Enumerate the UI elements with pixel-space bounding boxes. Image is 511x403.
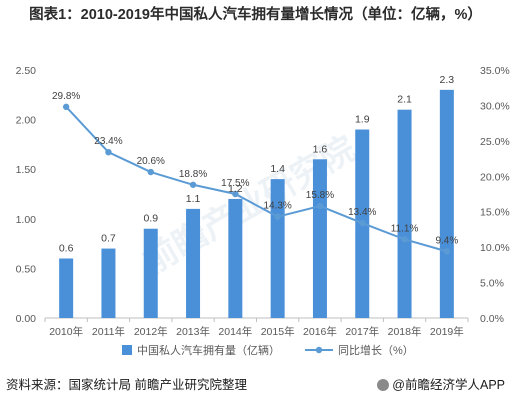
bar-value-label: 1.1 (186, 193, 201, 205)
left-tick-label: 0.50 (16, 263, 37, 275)
right-tick-label: 10.0% (480, 242, 510, 254)
growth-point (232, 190, 239, 198)
watermark: 前瞻产业研究院 (136, 129, 362, 282)
growth-point (274, 213, 281, 220)
left-tick-label: 0.00 (16, 313, 37, 325)
right-tick-label: 5.0% (480, 278, 504, 290)
left-tick-label: 1.00 (16, 214, 37, 226)
x-tick-label: 2016年 (303, 325, 337, 338)
right-tick-label: 15.0% (480, 207, 510, 219)
source-note: 资料来源：国家统计局 前瞻产业研究院整理 (6, 378, 247, 392)
legend: 中国私人汽车拥有量（亿辆） 同比增长（%） (122, 343, 414, 357)
x-tick-label: 2014年 (218, 325, 252, 338)
legend-line-marker (315, 346, 323, 354)
line-value-label: 13.4% (348, 207, 376, 218)
growth-point (105, 148, 112, 156)
growth-point (443, 248, 451, 255)
axes: 0.00 0.50 1.00 1.50 2.00 2.50 0.0% 5.0% 10.0% 15.… (16, 65, 510, 338)
bar (101, 248, 116, 318)
x-tick-label: 2010年 (49, 325, 83, 338)
x-tick-label: 2018年 (388, 325, 422, 338)
line-value-label: 14.3% (263, 201, 291, 212)
bar (312, 159, 327, 318)
line-value-label: 15.8% (306, 190, 334, 201)
left-tick-label: 2.50 (16, 65, 37, 77)
growth-point (316, 202, 324, 210)
bar-value-label: 0.6 (59, 242, 74, 254)
right-tick-label: 25.0% (480, 136, 510, 148)
line-value-label: 18.8% (179, 169, 207, 180)
line-value-label: 23.4% (94, 136, 122, 147)
x-tick-label: 2012年 (134, 325, 168, 338)
bar (439, 89, 454, 318)
bar (59, 258, 74, 318)
bar-value-label: 2.3 (440, 74, 455, 86)
x-tick-label: 2011年 (92, 325, 125, 338)
watermark-text: 前瞻产业研究院 (136, 129, 362, 282)
growth-point (359, 219, 366, 227)
line-value-label: 17.5% (221, 178, 249, 189)
right-tick-label: 35.0% (480, 65, 510, 77)
bar-value-label: 1.2 (228, 183, 243, 195)
credit-note: @前瞻经济学人APP (377, 374, 505, 393)
x-tick-label: 2017年 (345, 325, 379, 338)
line-value-label: 11.1% (391, 223, 419, 234)
app-logo-icon (377, 379, 390, 391)
bar-value-label: 1.4 (270, 163, 285, 175)
x-tick-label: 2013年 (176, 325, 210, 338)
legend-bar-label: 中国私人汽车拥有量（亿辆） (137, 343, 280, 357)
legend-bar-swatch (122, 345, 132, 355)
growth-line (65, 106, 448, 253)
left-tick-label: 1.50 (16, 164, 37, 176)
credit-text: @前瞻经济学人APP (392, 378, 505, 392)
bar (228, 198, 243, 318)
bar-value-label: 1.9 (355, 114, 370, 126)
line-series (62, 103, 451, 255)
x-tick-label: 2015年 (261, 325, 295, 338)
growth-point (147, 168, 154, 176)
bar (186, 208, 201, 318)
growth-point (189, 181, 197, 188)
data-labels: 0.6 0.7 0.9 1.1 1.2 1.4 1.6 1.9 2.1 2.3 29.8% 23.4%… (52, 74, 458, 255)
bar-value-label: 0.7 (101, 233, 116, 245)
left-tick-label: 2.00 (16, 115, 37, 127)
right-tick-label: 20.0% (480, 171, 510, 183)
bar (143, 228, 158, 318)
line-value-label: 29.8% (52, 91, 80, 102)
growth-point (62, 103, 70, 111)
bar-value-label: 0.9 (143, 213, 158, 225)
bar-series (59, 89, 454, 319)
legend-line-label: 同比增长（%） (338, 343, 414, 357)
bar-value-label: 2.1 (397, 94, 412, 106)
line-value-label: 20.6% (137, 156, 165, 167)
growth-point (401, 236, 408, 243)
line-value-label: 9.4% (435, 235, 458, 246)
bar-value-label: 1.6 (313, 143, 328, 155)
right-tick-label: 0.0% (480, 313, 504, 325)
x-tick-label: 2019年 (430, 325, 464, 338)
chart-title: 图表1：2010-2019年中国私人汽车拥有量增长情况（单位：亿辆，%） (29, 7, 482, 23)
bar (397, 109, 412, 319)
right-tick-label: 30.0% (480, 100, 510, 112)
